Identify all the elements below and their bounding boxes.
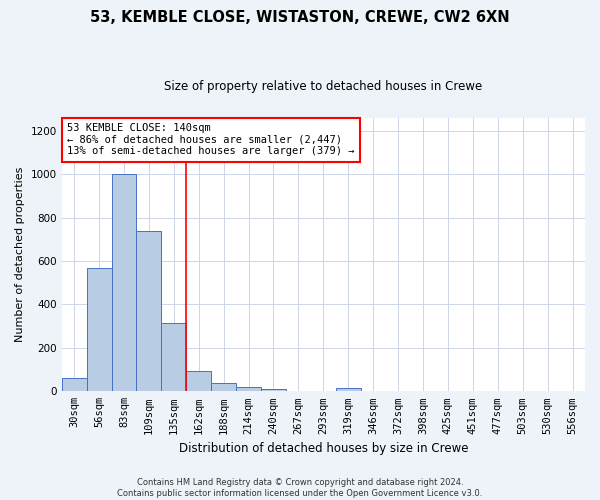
Bar — [336, 388, 361, 392]
Bar — [161, 323, 186, 392]
Y-axis label: Number of detached properties: Number of detached properties — [15, 167, 25, 342]
Bar — [86, 268, 112, 392]
Bar — [236, 386, 261, 392]
Title: Size of property relative to detached houses in Crewe: Size of property relative to detached ho… — [164, 80, 482, 93]
Text: 53 KEMBLE CLOSE: 140sqm
← 86% of detached houses are smaller (2,447)
13% of semi: 53 KEMBLE CLOSE: 140sqm ← 86% of detache… — [67, 123, 355, 156]
Bar — [62, 378, 86, 392]
Bar — [112, 174, 136, 392]
X-axis label: Distribution of detached houses by size in Crewe: Distribution of detached houses by size … — [179, 442, 468, 455]
Bar — [186, 370, 211, 392]
Text: 53, KEMBLE CLOSE, WISTASTON, CREWE, CW2 6XN: 53, KEMBLE CLOSE, WISTASTON, CREWE, CW2 … — [90, 10, 510, 25]
Bar — [211, 383, 236, 392]
Text: Contains HM Land Registry data © Crown copyright and database right 2024.
Contai: Contains HM Land Registry data © Crown c… — [118, 478, 482, 498]
Bar — [261, 388, 286, 392]
Bar — [136, 230, 161, 392]
